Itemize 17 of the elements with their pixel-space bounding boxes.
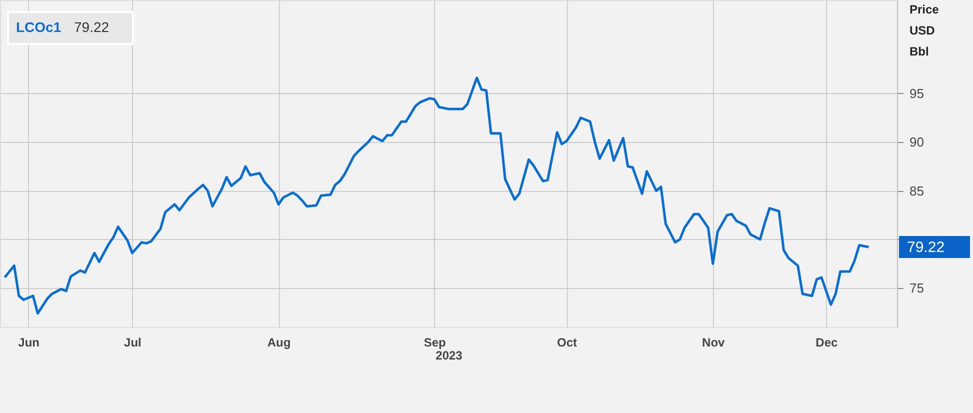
y-tick-label: 90 [910,134,924,150]
line-series [3,76,870,315]
x-tick-label: Sep [424,336,446,350]
x-tick-label: Nov [702,336,726,350]
x-axis-title: 2023 [436,348,463,362]
annotation: 79.22 [74,19,110,35]
x-tick-label: Oct [557,336,578,350]
text: LCOc1 [16,19,62,35]
y-tick-label: 75 [910,280,924,296]
x-tick-label: Dec [816,336,838,350]
x-tick-label: Aug [267,336,291,350]
y-tick-label: 85 [910,183,924,198]
y-axis-title: Price USD Bbl [910,2,940,58]
x-tick-label: Jul [124,336,142,350]
x-tick-label: Jun [18,336,40,350]
text: 79.22 [907,239,945,256]
y-tick-label: 95 [910,86,924,101]
